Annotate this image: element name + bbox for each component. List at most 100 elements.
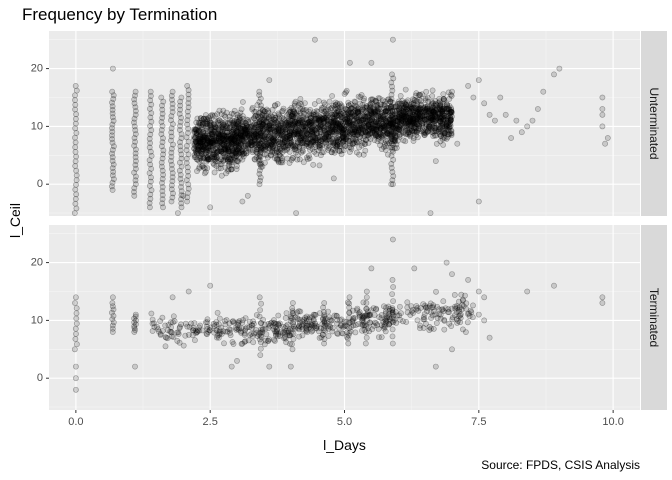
data-point <box>204 156 211 163</box>
data-point <box>197 135 204 142</box>
data-point <box>216 150 223 157</box>
data-point <box>204 134 211 141</box>
data-point <box>257 109 264 116</box>
data-point <box>185 91 192 98</box>
data-point <box>289 346 296 353</box>
data-point <box>200 132 207 139</box>
data-point <box>230 148 236 155</box>
data-point <box>297 112 304 119</box>
data-point <box>465 83 471 89</box>
data-point <box>73 315 80 322</box>
data-point <box>200 129 207 136</box>
data-point <box>400 137 407 144</box>
data-point <box>149 316 156 323</box>
data-point <box>320 105 327 111</box>
data-point <box>195 146 201 153</box>
data-point <box>224 144 231 151</box>
data-point <box>146 157 153 164</box>
data-point <box>335 102 342 109</box>
data-point <box>318 334 325 341</box>
data-point <box>229 156 236 163</box>
data-point <box>257 161 264 168</box>
data-point <box>234 139 241 146</box>
data-point <box>233 121 239 128</box>
data-point <box>226 125 233 132</box>
data-point <box>346 59 353 66</box>
data-point <box>366 319 373 326</box>
data-point <box>168 92 175 99</box>
data-point <box>389 169 396 175</box>
data-point <box>241 332 248 338</box>
data-point <box>253 134 260 141</box>
data-point <box>220 131 227 138</box>
data-point <box>454 140 461 147</box>
data-point <box>222 164 229 171</box>
x-axis-label: l_Days <box>323 437 366 453</box>
data-point <box>206 116 213 123</box>
data-point <box>459 326 466 333</box>
data-point <box>319 133 325 140</box>
data-point <box>215 117 222 124</box>
data-point <box>257 177 263 184</box>
data-point <box>212 124 219 131</box>
data-point <box>414 317 421 324</box>
data-point <box>214 148 221 155</box>
data-point <box>211 136 218 143</box>
data-point <box>217 144 223 151</box>
data-point <box>253 312 260 318</box>
data-point <box>602 140 608 147</box>
data-point <box>347 144 354 151</box>
data-point <box>208 143 215 149</box>
data-point <box>195 149 202 156</box>
data-point <box>223 132 230 139</box>
data-point <box>180 192 187 199</box>
data-point <box>220 150 227 157</box>
data-point <box>72 163 79 169</box>
data-point <box>228 166 235 173</box>
data-point <box>157 318 163 324</box>
data-point <box>218 111 225 118</box>
data-point <box>199 163 205 170</box>
data-point <box>233 117 240 123</box>
data-point <box>215 133 222 139</box>
data-point <box>184 121 191 128</box>
data-point <box>410 109 417 115</box>
data-point <box>147 148 154 155</box>
data-point <box>352 99 359 105</box>
data-point <box>201 165 208 172</box>
data-point <box>382 328 389 335</box>
data-point <box>177 175 184 182</box>
data-point <box>205 145 212 151</box>
data-point <box>258 129 264 136</box>
data-point <box>404 299 411 306</box>
data-point <box>148 152 155 159</box>
data-point <box>475 77 482 83</box>
x-tick-label: 7.5 <box>471 416 486 428</box>
data-point <box>159 139 166 146</box>
data-point <box>233 132 240 139</box>
data-point <box>160 171 166 178</box>
data-point <box>381 141 388 147</box>
data-point <box>275 141 282 147</box>
data-point <box>109 179 116 186</box>
data-point <box>419 120 426 127</box>
data-point <box>207 113 214 119</box>
data-point <box>316 162 323 169</box>
data-point <box>176 127 183 133</box>
facet-strip-label: Terminated <box>647 288 661 347</box>
data-point <box>196 127 202 134</box>
data-point <box>222 123 229 129</box>
data-point <box>230 111 237 117</box>
data-point <box>262 108 268 115</box>
data-point <box>204 316 211 323</box>
data-point <box>202 144 209 151</box>
data-point <box>303 154 310 161</box>
data-point <box>178 135 185 142</box>
data-point <box>182 332 189 339</box>
data-point <box>388 132 395 139</box>
data-point <box>200 143 207 150</box>
data-point <box>225 143 232 150</box>
data-point <box>216 122 223 129</box>
data-point <box>226 142 233 148</box>
data-point <box>353 149 360 156</box>
